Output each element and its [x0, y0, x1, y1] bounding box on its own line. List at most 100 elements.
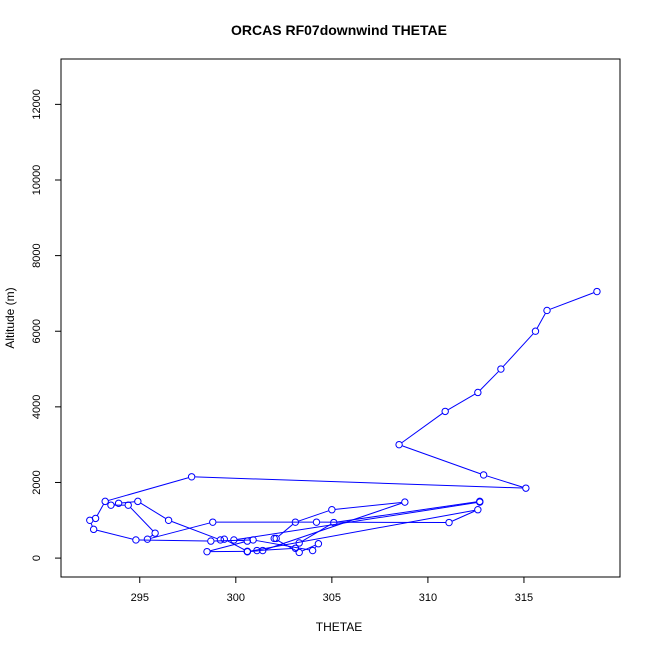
data-point — [522, 484, 530, 492]
series-segment — [337, 501, 477, 523]
series-segment — [150, 522, 210, 539]
series-segment — [302, 544, 316, 552]
x-axis-label: THETAE — [316, 620, 362, 634]
series-segment — [237, 502, 477, 540]
data-point — [107, 501, 115, 509]
data-point — [132, 536, 140, 544]
series-segment — [149, 534, 153, 538]
series-segment — [140, 502, 166, 519]
series-segment — [452, 510, 475, 522]
data-point — [308, 546, 317, 555]
series-segment — [314, 546, 317, 549]
data-point — [89, 525, 98, 534]
y-tick-label: 6000 — [31, 319, 43, 343]
series-segment — [214, 539, 250, 542]
plot-frame — [60, 58, 621, 578]
y-tick-label: 8000 — [31, 243, 43, 267]
y-tick-label: 12000 — [31, 89, 43, 120]
data-point — [243, 547, 252, 556]
data-point — [474, 505, 482, 514]
x-tick-label: 310 — [419, 592, 437, 604]
series-layer — [86, 287, 601, 557]
data-point — [445, 518, 453, 527]
series-segment — [536, 313, 546, 329]
series-segment — [108, 477, 189, 501]
data-point — [164, 516, 173, 524]
y-tick-label: 10000 — [31, 165, 43, 196]
series-segment — [277, 539, 297, 552]
y-tick-label: 2000 — [31, 470, 43, 494]
data-point — [330, 518, 338, 527]
data-point — [328, 505, 336, 514]
series-segment — [250, 509, 475, 552]
y-tick-label: 4000 — [31, 395, 43, 419]
data-point — [272, 534, 280, 543]
data-point — [401, 498, 409, 506]
data-point — [474, 388, 482, 397]
data-point — [497, 365, 505, 373]
x-tick-label: 305 — [323, 592, 341, 604]
chart-title: ORCAS RF07downwind THETAE — [231, 22, 447, 38]
series-segment — [237, 539, 244, 542]
data-point — [259, 546, 267, 555]
data-point — [543, 306, 551, 315]
series-segment — [298, 510, 329, 522]
series-segment — [402, 445, 481, 475]
series-segment — [486, 475, 523, 488]
data-point — [531, 327, 540, 335]
x-tick-label: 295 — [131, 592, 149, 604]
y-axis: 0 2000 4000 6000 8000 10000 12000 — [31, 89, 62, 561]
data-point — [441, 407, 449, 416]
series-segment — [447, 393, 476, 411]
data-point — [134, 497, 142, 506]
data-point — [253, 546, 261, 555]
series-segment — [502, 333, 534, 367]
x-axis: 295 300 305 310 315 — [131, 576, 533, 604]
series-segment — [265, 502, 402, 550]
data-point — [209, 518, 217, 526]
data-point — [187, 473, 196, 481]
data-point — [230, 536, 238, 544]
data-point — [151, 529, 159, 537]
data-point — [476, 498, 484, 506]
data-point — [143, 535, 152, 543]
x-tick-label: 315 — [515, 592, 533, 604]
data-point — [314, 540, 323, 548]
series-segment — [171, 521, 218, 540]
data-point — [593, 287, 601, 296]
data-point — [114, 499, 123, 507]
series-segment — [96, 529, 133, 540]
y-tick-label: 0 — [31, 555, 43, 561]
data-point — [101, 497, 109, 506]
data-point — [395, 440, 403, 449]
data-point — [479, 471, 488, 479]
data-point — [243, 537, 252, 545]
series-segment — [96, 504, 104, 516]
y-axis-label: Altitude (m) — [3, 287, 17, 348]
series-segment — [227, 540, 245, 551]
series-segment — [210, 541, 245, 552]
data-point — [312, 518, 321, 526]
data-point — [295, 548, 303, 557]
data-point — [295, 539, 303, 547]
data-point — [203, 547, 211, 556]
data-point — [124, 501, 132, 509]
data-point — [270, 534, 278, 543]
series-segment — [195, 476, 523, 489]
series-segment — [90, 523, 93, 527]
series-segment — [335, 501, 402, 510]
series-segment — [278, 524, 294, 537]
data-point — [291, 544, 300, 552]
series-segment — [479, 371, 499, 391]
data-point — [291, 518, 300, 526]
data-point — [220, 535, 228, 543]
series-segment — [401, 413, 443, 444]
series-segment — [130, 507, 154, 531]
x-tick-label: 300 — [227, 592, 245, 604]
series-segment — [550, 292, 594, 310]
data-point — [207, 537, 215, 545]
series-segment — [301, 523, 332, 542]
data-point — [86, 516, 94, 524]
data-point — [216, 536, 225, 544]
